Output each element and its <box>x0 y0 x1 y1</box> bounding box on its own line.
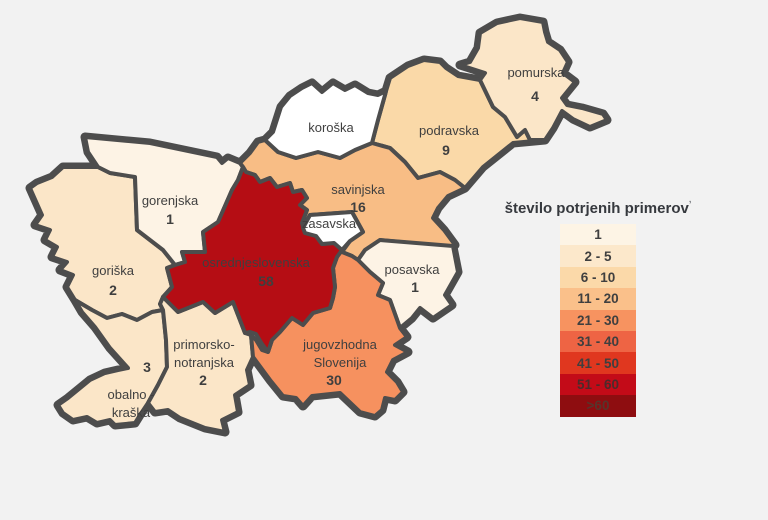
legend-bin-5: 31 - 40 <box>560 330 636 353</box>
legend-title-mark: ʼ <box>688 199 692 209</box>
region-koroska[interactable] <box>263 81 388 160</box>
legend-bin-0: 1 <box>560 224 636 246</box>
legend-bin-2: 6 - 10 <box>560 266 636 289</box>
region-value-obalno-kraska: 3 <box>143 359 151 375</box>
region-label-koroska: koroška <box>308 120 354 135</box>
legend-bin-7: 51 - 60 <box>560 373 636 396</box>
legend-bin-4: 21 - 30 <box>560 309 636 331</box>
region-value-goriska: 2 <box>109 282 117 298</box>
legend-bin-3: 11 - 20 <box>560 288 636 310</box>
region-value-primorsko-notranjska: 2 <box>199 372 207 388</box>
region-value-osrednjeslovenska: 58 <box>258 273 274 289</box>
legend-bin-6: 41 - 50 <box>560 352 636 374</box>
region-label-zasavska: zasavska <box>302 216 357 231</box>
region-label-osrednjeslovenska: osrednjeslovenska <box>202 255 310 270</box>
region-label-podravska: podravska <box>419 123 480 138</box>
region-value-posavska: 1 <box>411 279 419 295</box>
region-label-goriska: goriška <box>92 263 135 278</box>
region-obalno-kraska[interactable] <box>56 298 169 427</box>
region-label-jugovzhodna-slovenija: Slovenija <box>314 355 368 370</box>
region-label-savinjska: savinjska <box>331 182 385 197</box>
region-label-pomurska: pomurska <box>507 65 565 80</box>
legend-bin-1: 2 - 5 <box>560 245 636 267</box>
region-label-obalno-kraska: obalno - <box>108 387 155 402</box>
region-zasavska[interactable] <box>301 210 365 252</box>
legend-title: število potrjenih primerovʼ <box>498 196 698 217</box>
region-osrednjeslovenska[interactable] <box>161 165 344 354</box>
region-value-pomurska: 4 <box>531 88 539 104</box>
region-value-podravska: 9 <box>442 142 450 158</box>
region-value-gorenjska: 1 <box>166 211 174 227</box>
region-pomurska[interactable] <box>458 16 609 142</box>
region-label-obalno-kraska: kraška <box>112 405 151 420</box>
legend-bin-8: >60 <box>560 395 636 417</box>
region-label-primorsko-notranjska: notranjska <box>174 355 235 370</box>
region-value-jugovzhodna-slovenija: 30 <box>326 372 342 388</box>
region-label-gorenjska: gorenjska <box>142 193 199 208</box>
region-label-primorsko-notranjska: primorsko- <box>173 337 234 352</box>
region-label-posavska: posavska <box>385 262 441 277</box>
region-label-jugovzhodna-slovenija: jugovzhodna <box>302 337 377 352</box>
region-value-savinjska: 16 <box>350 199 366 215</box>
legend-title-text: število potrjenih primerov <box>504 200 689 217</box>
